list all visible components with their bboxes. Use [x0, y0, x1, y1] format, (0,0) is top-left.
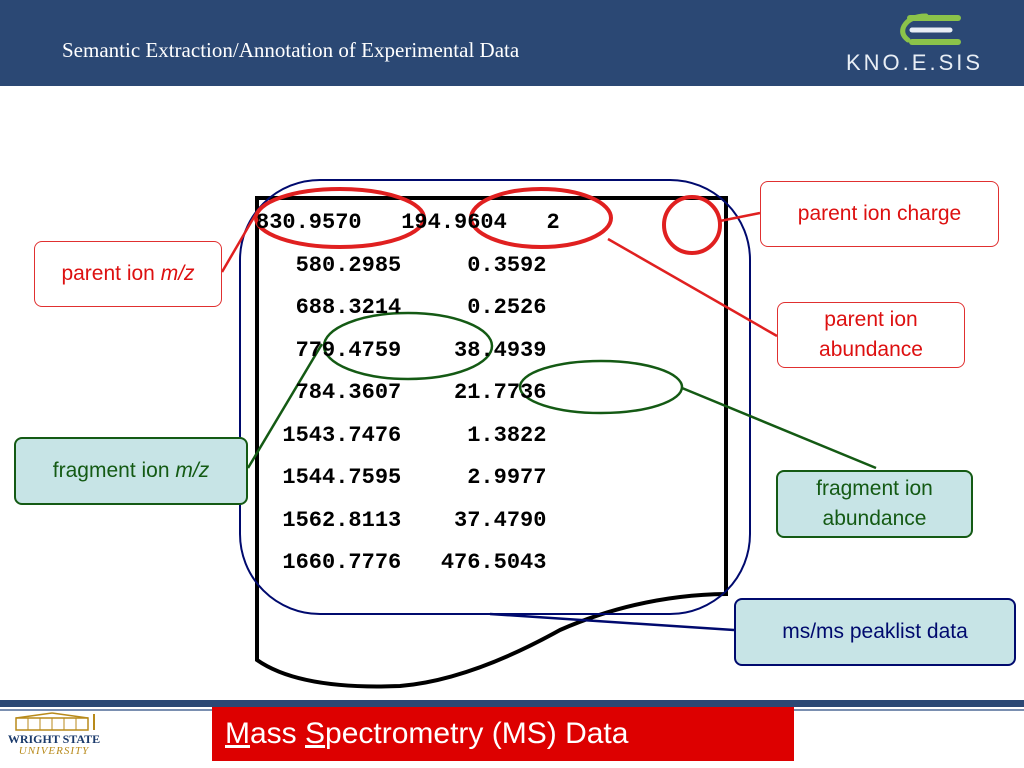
knoesis-logo-icon — [900, 13, 961, 45]
parent-ion-mz-italic: m/z — [160, 262, 195, 285]
peaklist-line: 688.3214 0.2526 — [256, 295, 547, 320]
fragment-ion-abundance-line2: abundance — [822, 507, 927, 530]
knoesis-logo: KNO.E.SIS — [838, 8, 1008, 78]
peaklist-line: 830.9570 194.9604 2 — [256, 210, 560, 235]
parent-charge-connector — [719, 211, 761, 223]
peaklist-line: 1562.8113 37.4790 — [256, 507, 547, 533]
parent-mz-ellipse — [254, 187, 426, 249]
fragment-ion-mz-italic: m/z — [175, 459, 210, 482]
footer-title-ass: ass — [250, 717, 306, 750]
footer-title-rest: pectrometry (MS) Data — [325, 717, 629, 750]
parent-mz-connector — [220, 211, 259, 273]
header-bar: Semantic Extraction/Annotation of Experi… — [0, 0, 1024, 86]
parent-ion-charge-label: parent ion charge — [797, 202, 962, 225]
wright-state-logo — [4, 712, 114, 766]
fragment-abundance-ellipse — [518, 359, 684, 415]
footer-title: Mass Spectrometry (MS) Data — [212, 707, 794, 761]
peaklist-line: 1543.7476 1.3822 — [256, 422, 547, 448]
parent-ion-abundance-line1: parent ion — [824, 308, 918, 331]
footer-title-m: M — [225, 717, 250, 750]
knoesis-logo-text: KNO.E.SIS — [846, 50, 984, 75]
slide-title: Semantic Extraction/Annotation of Experi… — [62, 38, 520, 62]
msms-peaklist-callout: ms/ms peaklist data — [734, 598, 1016, 666]
parent-ion-charge-callout: parent ion charge — [760, 181, 999, 247]
footer-title-s: S — [305, 717, 326, 750]
peaklist-line: 779.4759 38.4939 — [256, 337, 547, 363]
fragment-mz-ellipse — [322, 311, 494, 381]
fragment-ion-abundance-callout: fragment ion abundance — [776, 470, 973, 538]
parent-abundance-connector — [607, 237, 778, 338]
parent-ion-abundance-line2: abundance — [819, 338, 923, 361]
document-shape — [255, 196, 728, 689]
parent-ion-mz-label: parent ion — [61, 262, 161, 285]
wright-state-university: UNIVERSITY — [18, 745, 90, 757]
fragment-abundance-connector — [681, 386, 877, 470]
fragment-ion-abundance-line1: fragment ion — [816, 477, 933, 500]
wright-state-building-icon — [15, 712, 95, 731]
fragment-mz-connector — [246, 343, 324, 469]
wright-state-name: WRIGHT STATE — [7, 732, 101, 746]
peaklist-line: 1544.7595 2.9977 — [256, 465, 547, 490]
parent-ion-abundance-callout: parent ion abundance — [777, 302, 965, 368]
peaklist-line: 580.2985 0.3592 — [256, 252, 547, 278]
parent-charge-ellipse — [662, 195, 722, 255]
peaklist-connector — [489, 612, 735, 632]
peaklist-line: 1660.7776 476.5043 — [256, 550, 547, 575]
peaklist-line: 784.3607 21.7736 — [256, 380, 547, 405]
parent-abundance-ellipse — [469, 187, 613, 249]
fragment-ion-mz-callout: fragment ion m/z — [14, 437, 248, 505]
fragment-ion-mz-label: fragment ion — [52, 459, 176, 482]
peaklist-data: 830.9570 194.9604 2 580.2985 0.3592 688.… — [256, 202, 560, 585]
footer-divider — [0, 700, 1024, 707]
msms-peaklist-label: ms/ms peaklist data — [782, 620, 968, 643]
parent-ion-mz-callout: parent ion m/z — [34, 241, 222, 307]
